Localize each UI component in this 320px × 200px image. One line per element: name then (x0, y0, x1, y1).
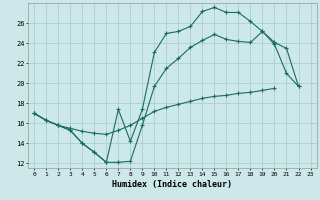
X-axis label: Humidex (Indice chaleur): Humidex (Indice chaleur) (112, 180, 232, 189)
